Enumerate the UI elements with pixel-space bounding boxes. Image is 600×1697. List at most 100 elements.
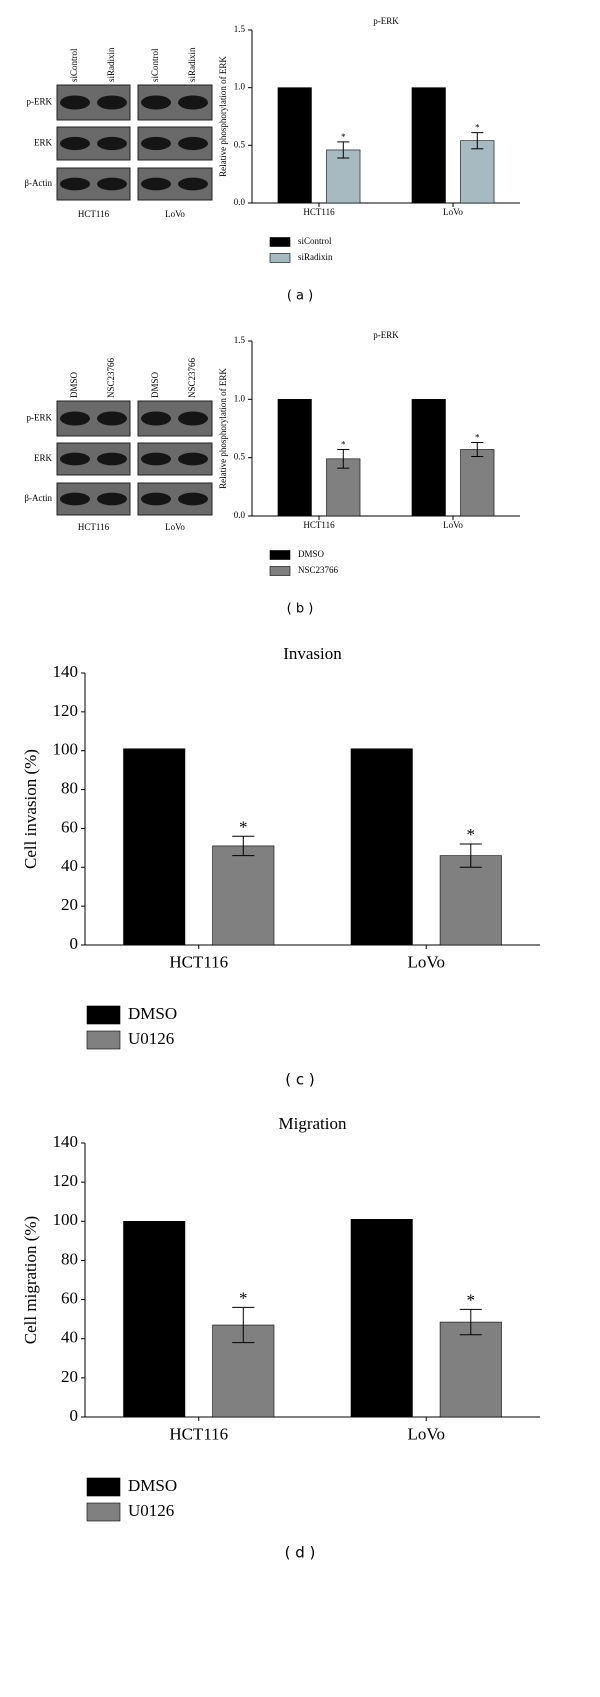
- blot-band: [97, 95, 127, 110]
- legend-label: U0126: [128, 1029, 174, 1048]
- legend-swatch: [269, 253, 291, 263]
- blot-band: [97, 136, 127, 151]
- y-axis-label: Relative phosphorylation of ERK: [218, 368, 228, 489]
- bar: [439, 855, 502, 946]
- y-tick-label: 0.5: [234, 139, 246, 149]
- y-axis-label: Relative phosphorylation of ERK: [218, 56, 228, 177]
- blot-band: [97, 452, 127, 466]
- x-tick-label: LoVo: [443, 207, 463, 217]
- y-axis-label: Cell migration (%): [21, 1216, 40, 1344]
- chart-title: p-ERK: [373, 330, 399, 340]
- panel-caption: ( c ): [285, 1071, 315, 1089]
- blot-band: [141, 411, 171, 426]
- x-tick-label: HCT116: [169, 1425, 228, 1444]
- y-tick-label: 1.0: [234, 82, 246, 92]
- group-label: HCT116: [78, 209, 110, 219]
- legend-swatch: [269, 237, 291, 247]
- panel-caption: ( a ): [287, 289, 313, 304]
- blot-band: [60, 452, 90, 466]
- legend-label: DMSO: [128, 1004, 177, 1023]
- y-tick-label: 1.5: [234, 335, 246, 345]
- blot-band: [60, 411, 90, 426]
- x-tick-label: LoVo: [443, 520, 463, 530]
- x-tick-label: LoVo: [408, 953, 445, 972]
- y-tick-label: 0.0: [234, 197, 246, 207]
- legend-swatch: [86, 1502, 121, 1522]
- legend-label: siRadixin: [298, 252, 333, 262]
- y-tick-label: 40: [61, 1328, 78, 1347]
- y-tick-label: 60: [61, 817, 78, 836]
- y-tick-label: 80: [61, 778, 78, 797]
- legend-label: siControl: [298, 236, 332, 246]
- lane-label: siRadixin: [187, 47, 197, 82]
- blot-band: [178, 136, 208, 151]
- lane-label: siControl: [69, 48, 79, 82]
- row-label: ERK: [34, 138, 53, 148]
- chart-title: Invasion: [283, 644, 342, 663]
- blot-band: [97, 411, 127, 426]
- row-label: ERK: [34, 453, 53, 463]
- bar: [350, 1219, 413, 1418]
- significance-mark: *: [341, 440, 346, 450]
- significance-mark: *: [239, 817, 248, 836]
- y-tick-label: 80: [61, 1249, 78, 1268]
- panel-caption: ( b ): [287, 602, 314, 617]
- lane-label: NSC23766: [187, 357, 197, 398]
- legend-swatch: [86, 1477, 121, 1497]
- blot-band: [178, 95, 208, 110]
- x-tick-label: HCT116: [303, 520, 335, 530]
- blot-band: [60, 492, 90, 506]
- bar: [439, 1321, 502, 1418]
- legend-label: DMSO: [298, 549, 325, 559]
- x-tick-label: HCT116: [169, 953, 228, 972]
- chart-title: Migration: [279, 1114, 347, 1133]
- bar: [212, 845, 275, 946]
- row-label: p-ERK: [27, 413, 53, 423]
- row-label: β-Actin: [24, 178, 52, 188]
- lane-label: NSC23766: [106, 357, 116, 398]
- significance-mark: *: [239, 1289, 248, 1308]
- bar: [460, 449, 495, 517]
- lane-label: DMSO: [69, 371, 79, 398]
- y-tick-label: 0: [70, 934, 79, 953]
- significance-mark: *: [475, 433, 480, 443]
- chart-title: p-ERK: [373, 16, 399, 26]
- bar: [411, 399, 446, 517]
- blot-band: [60, 136, 90, 151]
- blot-band: [60, 177, 90, 191]
- y-tick-label: 20: [61, 1367, 78, 1386]
- bar: [326, 149, 361, 204]
- blot-band: [141, 492, 171, 506]
- y-tick-label: 0: [70, 1406, 79, 1425]
- lane-label: siRadixin: [106, 47, 116, 82]
- blot-band: [178, 492, 208, 506]
- blot-band: [60, 95, 90, 110]
- significance-mark: *: [341, 132, 346, 142]
- blot-band: [178, 411, 208, 426]
- blot-band: [141, 177, 171, 191]
- blot-band: [141, 136, 171, 151]
- blot-band: [178, 452, 208, 466]
- significance-mark: *: [475, 123, 480, 133]
- row-label: β-Actin: [24, 493, 52, 503]
- y-tick-label: 0.5: [234, 452, 246, 462]
- bar: [460, 140, 495, 204]
- legend-swatch: [269, 550, 291, 560]
- x-tick-label: LoVo: [408, 1425, 445, 1444]
- bar: [123, 748, 186, 946]
- y-tick-label: 140: [53, 662, 79, 681]
- y-tick-label: 1.5: [234, 24, 246, 34]
- legend-label: U0126: [128, 1501, 174, 1520]
- bar: [411, 87, 446, 204]
- significance-mark: *: [467, 1291, 476, 1310]
- lane-label: DMSO: [150, 371, 160, 398]
- panel-caption: ( d ): [285, 1544, 316, 1562]
- group-label: LoVo: [165, 522, 185, 532]
- y-tick-label: 100: [53, 740, 79, 759]
- y-tick-label: 120: [53, 1171, 79, 1190]
- y-tick-label: 20: [61, 895, 78, 914]
- blot-band: [141, 95, 171, 110]
- y-tick-label: 100: [53, 1210, 79, 1229]
- y-tick-label: 0.0: [234, 510, 246, 520]
